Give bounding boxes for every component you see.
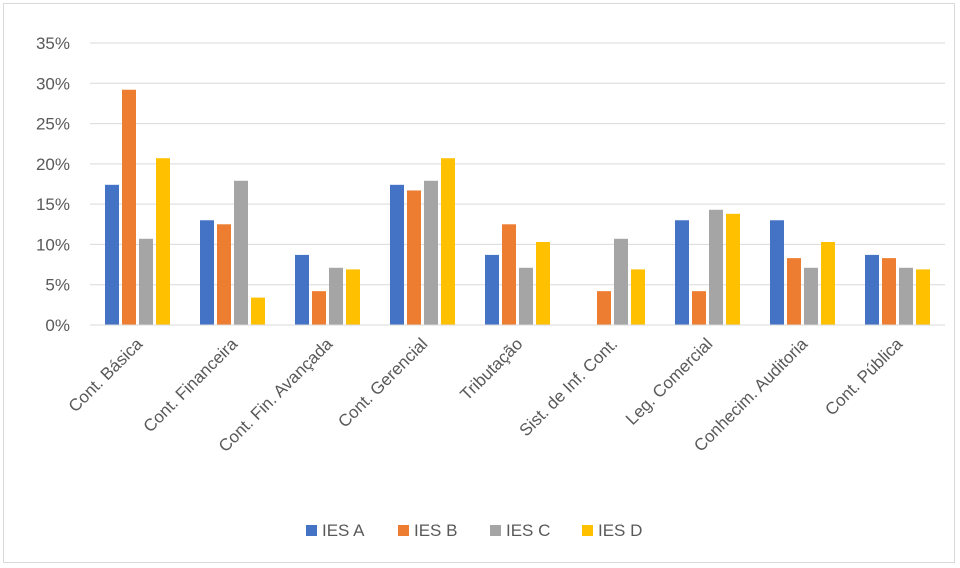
legend-label: IES C bbox=[506, 521, 550, 540]
bar bbox=[726, 213, 740, 325]
bar bbox=[234, 180, 248, 325]
bar bbox=[882, 258, 896, 325]
legend-swatch bbox=[490, 525, 501, 536]
x-category-label: Sist. de Inf. Cont. bbox=[516, 334, 622, 440]
bar bbox=[251, 297, 265, 325]
bars bbox=[105, 89, 930, 325]
x-category-label: Cont. Gerencial bbox=[334, 334, 431, 431]
bar bbox=[709, 209, 723, 325]
bar bbox=[692, 291, 706, 325]
x-category-label: Cont. Básica bbox=[65, 334, 147, 416]
legend: IES A IES B IES C IES D bbox=[306, 521, 642, 540]
bar bbox=[804, 267, 818, 325]
bar bbox=[485, 254, 499, 325]
bar bbox=[787, 258, 801, 325]
bar bbox=[390, 184, 404, 325]
bar bbox=[821, 242, 835, 325]
bar bbox=[502, 224, 516, 325]
bar bbox=[441, 158, 455, 325]
bar bbox=[200, 220, 214, 325]
legend-swatch bbox=[398, 525, 409, 536]
y-tick-label: 10% bbox=[36, 235, 70, 254]
bar bbox=[519, 267, 533, 325]
bar bbox=[916, 269, 930, 325]
x-category-label: Cont. Pública bbox=[821, 334, 906, 419]
bar bbox=[407, 190, 421, 325]
y-tick-label: 15% bbox=[36, 195, 70, 214]
x-category-label: Cont. Financeira bbox=[140, 334, 242, 436]
bar bbox=[614, 238, 628, 325]
legend-swatch bbox=[582, 525, 593, 536]
y-tick-label: 5% bbox=[45, 276, 70, 295]
gridlines bbox=[90, 42, 945, 286]
legend-swatch bbox=[306, 525, 317, 536]
bar bbox=[865, 254, 879, 325]
y-tick-label: 35% bbox=[36, 34, 70, 53]
y-tick-label: 25% bbox=[36, 115, 70, 134]
y-axis: 0% 5% 10% 15% 20% 25% 30% 35% bbox=[36, 34, 70, 335]
bar bbox=[770, 220, 784, 325]
bar bbox=[295, 254, 309, 325]
y-tick-label: 30% bbox=[36, 74, 70, 93]
bar bbox=[139, 238, 153, 325]
y-tick-label: 0% bbox=[45, 316, 70, 335]
bar bbox=[105, 184, 119, 325]
bar bbox=[156, 158, 170, 325]
legend-label: IES D bbox=[598, 521, 642, 540]
x-category-label: Leg. Comercial bbox=[622, 334, 716, 428]
bar bbox=[329, 267, 343, 325]
bar bbox=[675, 220, 689, 325]
bar bbox=[899, 267, 913, 325]
bar bbox=[536, 242, 550, 325]
bar bbox=[597, 291, 611, 325]
bar bbox=[424, 180, 438, 325]
x-category-label: Tributação bbox=[457, 334, 527, 404]
bar bbox=[217, 224, 231, 325]
bar bbox=[346, 269, 360, 325]
legend-label: IES A bbox=[322, 521, 365, 540]
bar bbox=[312, 291, 326, 325]
legend-label: IES B bbox=[414, 521, 457, 540]
y-tick-label: 20% bbox=[36, 155, 70, 174]
bar bbox=[122, 89, 136, 325]
bar bbox=[631, 269, 645, 325]
